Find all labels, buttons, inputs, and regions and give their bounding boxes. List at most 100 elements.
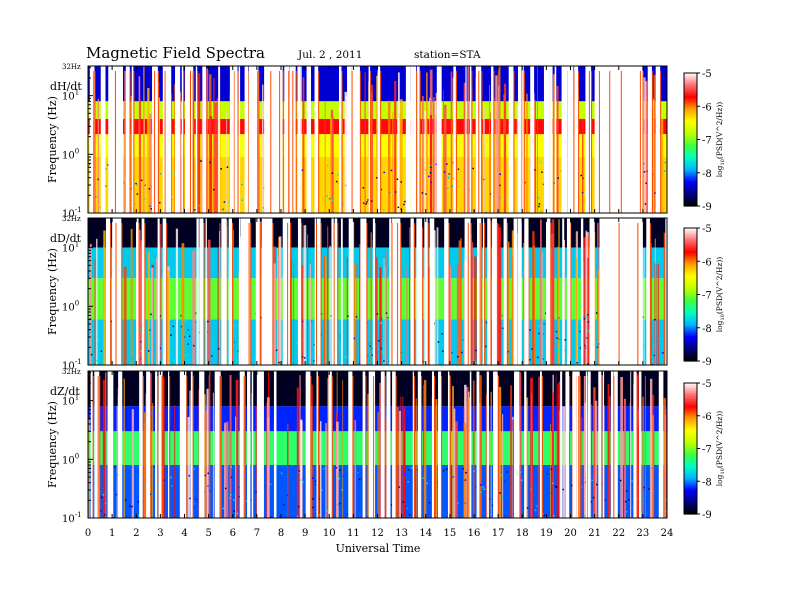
noise-speck: [488, 498, 491, 500]
x-tick-label: 24: [661, 528, 674, 539]
noise-speck: [359, 362, 362, 365]
activity-streak: [581, 417, 583, 518]
noise-speck: [524, 181, 526, 184]
noise-speck: [268, 490, 271, 492]
spectral-band-0: [88, 218, 667, 248]
colorbar-segment: [684, 286, 697, 289]
noise-speck: [486, 321, 488, 324]
red-edge: [579, 376, 581, 518]
y-tick-label: 101: [62, 89, 79, 103]
white-streak: [386, 371, 391, 518]
noise-speck: [335, 467, 338, 469]
colorbar-segment: [684, 181, 697, 184]
x-tick-label: 21: [588, 528, 601, 539]
noise-speck: [201, 160, 203, 162]
white-streak: [429, 218, 435, 365]
activity-streak: [453, 408, 456, 518]
noise-speck: [299, 479, 302, 481]
noise-speck: [209, 161, 211, 164]
noise-speck: [443, 171, 446, 173]
activity-streak: [326, 226, 329, 365]
noise-speck: [159, 347, 161, 350]
colorbar-segment: [684, 171, 697, 174]
white-streak: [201, 371, 205, 518]
activity-streak: [594, 400, 598, 518]
noise-speck: [368, 343, 371, 345]
colorbar-segment: [684, 428, 697, 432]
white-streak: [314, 66, 319, 213]
white-streak: [613, 218, 619, 365]
colorbar-tick-label: -7: [702, 445, 712, 456]
noise-speck: [97, 178, 99, 181]
red-edge: [618, 223, 620, 365]
white-streak: [596, 66, 599, 213]
red-edge: [481, 71, 483, 213]
noise-speck: [222, 492, 225, 494]
colorbar-segment: [684, 314, 697, 317]
white-streak: [389, 218, 392, 365]
activity-streak: [551, 392, 554, 518]
white-streak: [195, 66, 198, 213]
noise-speck: [583, 317, 586, 320]
white-streak: [247, 371, 251, 518]
noise-speck: [204, 474, 206, 477]
red-edge: [219, 376, 221, 518]
noise-speck: [105, 168, 107, 170]
activity-streak: [426, 72, 428, 213]
white-streak: [243, 218, 247, 365]
activity-streak: [213, 77, 215, 213]
noise-speck: [328, 198, 331, 200]
white-streak: [238, 66, 241, 213]
white-streak: [508, 66, 514, 213]
colorbar-segment: [684, 471, 697, 474]
activity-streak: [423, 384, 425, 518]
white-streak: [131, 66, 134, 213]
colorbar-segment: [684, 296, 697, 299]
colorbar-segment: [684, 458, 697, 461]
activity-streak: [147, 87, 150, 213]
white-streak: [524, 218, 529, 365]
white-streak: [605, 66, 610, 213]
noise-speck: [425, 193, 427, 195]
activity-streak: [434, 101, 436, 213]
noise-speck: [113, 466, 116, 468]
red-edge: [129, 71, 131, 213]
noise-speck: [230, 476, 233, 479]
noise-speck: [220, 168, 222, 170]
colorbar-tick-label: -5: [702, 379, 712, 390]
activity-streak: [306, 234, 309, 365]
y-tick-label: 100: [62, 452, 79, 466]
white-streak: [655, 66, 661, 213]
noise-speck: [464, 502, 467, 504]
colorbar-segment: [684, 420, 697, 423]
noise-speck: [534, 169, 536, 171]
red-edge: [288, 71, 290, 213]
colorbar-segment: [684, 156, 697, 159]
activity-streak: [179, 92, 182, 213]
colorbar-segment: [684, 311, 697, 314]
noise-speck: [483, 178, 485, 181]
white-streak: [565, 371, 570, 518]
activity-streak: [443, 89, 444, 213]
noise-speck: [595, 363, 598, 365]
white-streak: [305, 371, 311, 518]
colorbar-segment: [684, 194, 697, 197]
colorbar-segment: [684, 336, 697, 339]
colorbar-segment: [684, 246, 697, 249]
white-streak: [94, 371, 98, 518]
noise-speck: [209, 490, 212, 492]
colorbar-segment: [684, 391, 697, 394]
noise-speck: [579, 330, 581, 333]
red-edge: [598, 71, 600, 213]
noise-speck: [650, 335, 653, 338]
colorbar-segment: [684, 451, 697, 455]
white-streak: [338, 66, 342, 213]
white-streak: [475, 66, 479, 213]
white-streak: [273, 371, 277, 518]
colorbar-tick-label: -8: [702, 477, 712, 488]
x-tick-label: 17: [492, 528, 505, 539]
activity-streak: [400, 99, 403, 213]
colorbar-segment: [684, 136, 697, 139]
colorbar-label: log10(PSD(V^2/Hz)): [715, 257, 726, 333]
noise-speck: [166, 471, 169, 473]
